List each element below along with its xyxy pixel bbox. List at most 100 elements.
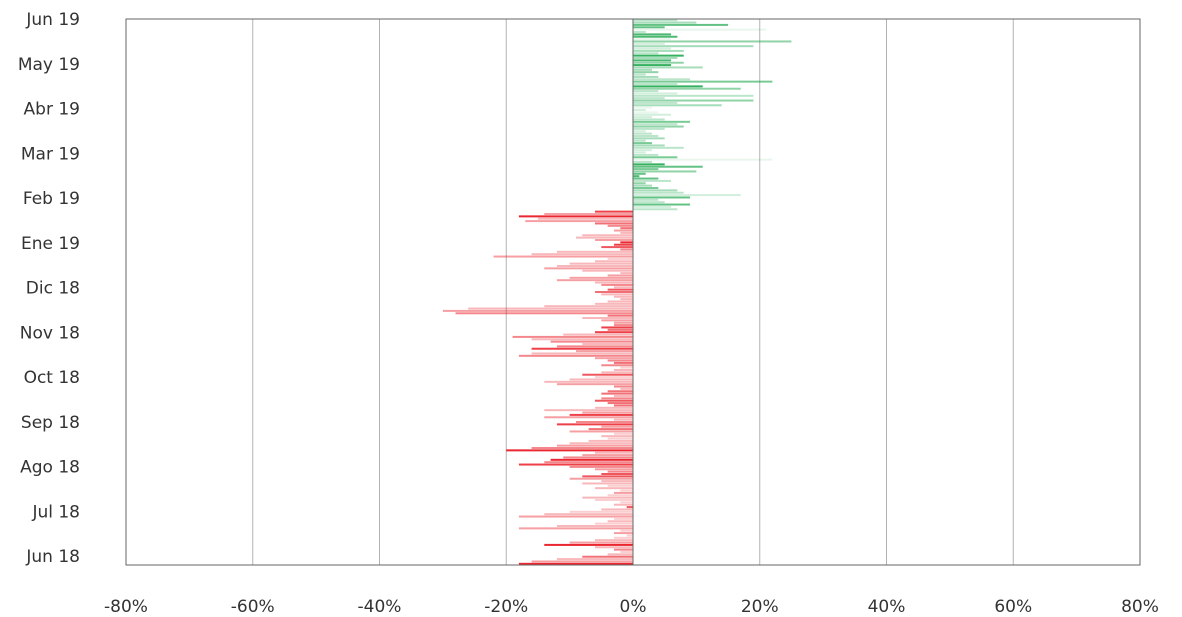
bar-20 [518,515,633,518]
bar-213 [633,59,672,62]
bar-85 [613,361,633,364]
bar-175 [633,149,653,152]
bar-7 [594,546,633,549]
bar-13 [613,532,633,535]
bar-74 [620,387,633,390]
bar-118 [601,283,633,286]
bar-184 [633,127,665,130]
bar-159 [633,187,659,189]
x-tick-label: 80% [1121,597,1159,617]
y-tick-label: Abr 19 [24,100,80,120]
bar-126 [556,265,633,267]
bar-37 [582,475,633,478]
bar-124 [582,269,633,272]
bar-150 [633,208,678,211]
y-tick-label: Feb 19 [23,189,80,209]
bar-148 [544,213,633,215]
bar-42 [518,463,633,466]
bar-185 [633,125,684,128]
bar-230 [633,19,678,22]
bar-101 [613,324,633,327]
bar-163 [633,177,659,180]
x-tick-label: -40% [358,597,402,617]
bar-141 [613,229,633,232]
bar-169 [633,163,665,166]
bar-32 [594,487,633,490]
bar-16 [556,525,633,527]
bar-81 [601,371,633,374]
bar-25 [613,503,633,506]
bar-104 [582,317,633,319]
bar-62 [544,416,633,419]
bar-88 [518,354,633,357]
bar-204 [633,80,773,83]
x-tick-label: -20% [484,597,528,617]
bar-152 [633,203,691,206]
bar-210 [633,66,703,69]
y-tick-label: Jun 19 [25,10,80,30]
bar-208 [633,71,659,74]
bar-220 [633,42,665,45]
bar-216 [633,52,659,55]
bar-166 [633,170,697,173]
bar-59 [556,423,633,426]
bar-90 [575,350,633,353]
bar-170 [633,161,653,163]
bar-133 [620,248,633,251]
bar-181 [633,135,659,137]
bar-87 [594,357,633,360]
bar-26 [620,501,633,504]
bar-156 [633,194,741,197]
bar-46 [582,454,633,457]
bar-147 [518,215,633,218]
bar-180 [633,137,665,140]
bar-192 [633,109,646,111]
bar-92 [556,345,633,348]
bar-194 [633,104,722,107]
bar-219 [633,45,754,48]
bar-61 [613,418,633,421]
bar-12 [626,534,633,537]
bar-55 [613,432,633,435]
bar-176 [633,146,684,149]
bar-47 [594,451,633,454]
bar-162 [633,179,672,182]
x-axis-labels: -80% -60% -40% -20% 0% 20% 40% 60% 80% [104,597,1159,617]
bar-35 [601,480,633,483]
y-tick-label: Ene 19 [21,234,80,254]
bar-8 [544,543,633,546]
bar-38 [601,473,633,475]
bar-63 [569,413,633,416]
bar-15 [518,527,633,530]
bar-11 [613,536,633,539]
bar-188 [633,118,665,121]
y-tick-label: Ago 18 [20,458,80,478]
bar-121 [569,276,633,279]
x-tick-label: -60% [231,597,275,617]
y-tick-label: Jun 18 [25,547,80,567]
bar-75 [613,385,633,388]
bar-228 [633,23,729,26]
bar-214 [633,57,678,59]
bar-103 [601,319,633,322]
bar-5 [620,551,633,553]
bar-68 [607,402,633,405]
bar-60 [575,421,633,423]
bar-113 [613,295,633,298]
bar-84 [601,364,633,367]
bar-177 [633,144,665,147]
bar-45 [563,456,633,459]
bar-19 [613,517,633,520]
bar-165 [633,172,646,175]
bar-24 [626,506,633,509]
bar-33 [607,484,633,487]
bar-151 [633,205,672,208]
bar-73 [607,390,633,393]
bar-28 [582,496,633,499]
bar-58 [601,425,633,428]
bar-125 [544,267,633,270]
bar-206 [633,75,659,78]
bar-9 [569,541,633,544]
bar-78 [569,378,633,381]
